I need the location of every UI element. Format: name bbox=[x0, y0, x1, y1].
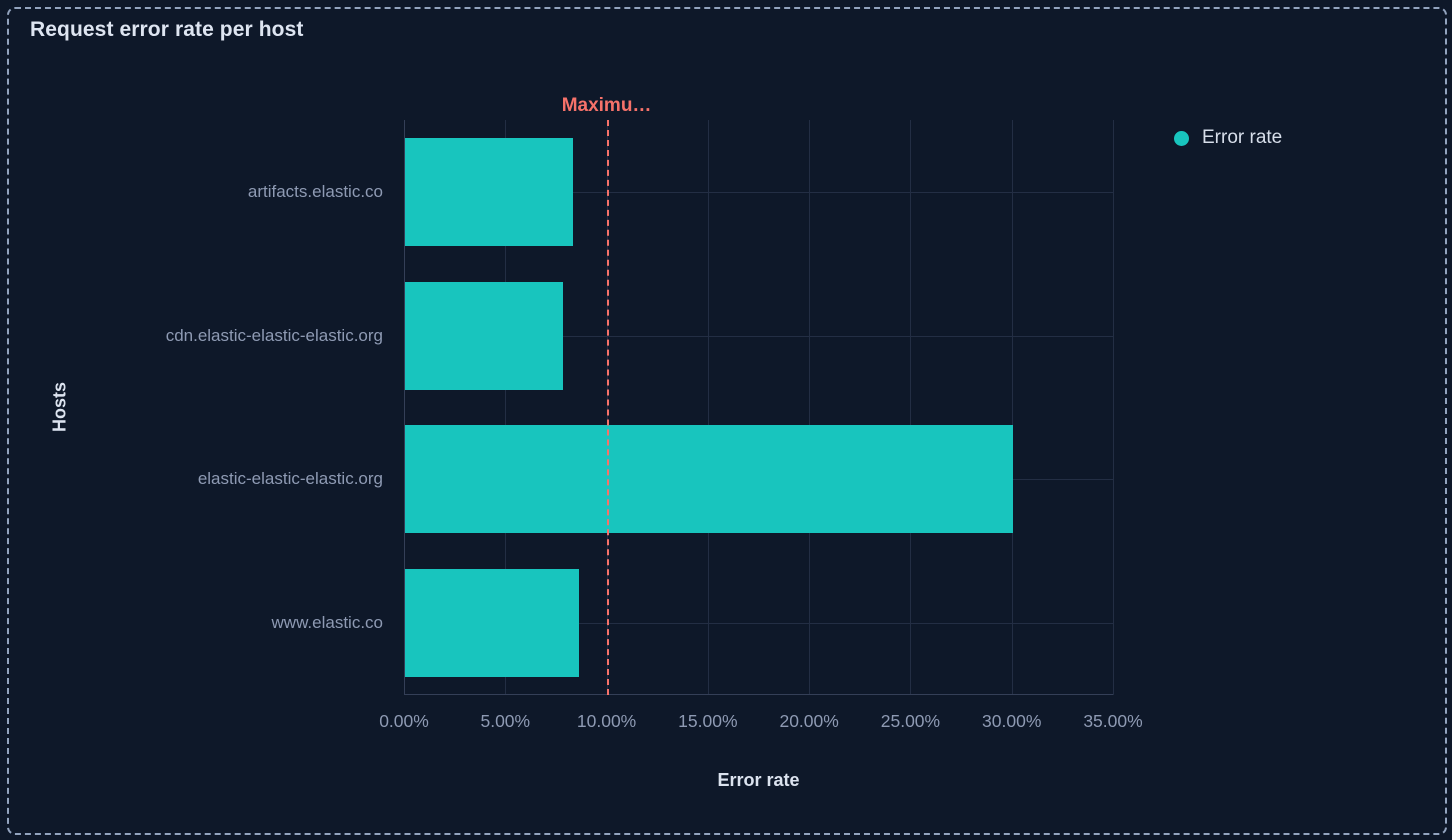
x-tick-label: 25.00% bbox=[880, 711, 941, 731]
x-tick-label: 10.00% bbox=[576, 711, 637, 731]
category-label: elastic-elastic-elastic.org bbox=[197, 469, 383, 489]
y-axis-line bbox=[404, 120, 405, 695]
bar-cdn.elastic-elastic-elastic.org[interactable] bbox=[405, 281, 563, 390]
vertical-gridline bbox=[1113, 120, 1114, 695]
x-axis-line bbox=[404, 694, 1113, 695]
legend-item-error-rate[interactable]: Error rate bbox=[1174, 127, 1282, 149]
horizontal-gridline bbox=[404, 623, 1113, 625]
x-axis-title: Error rate bbox=[717, 770, 800, 790]
threshold-line bbox=[606, 120, 609, 695]
bar-elastic-elastic-elastic.org[interactable] bbox=[405, 425, 1013, 534]
category-label: cdn.elastic-elastic-elastic.org bbox=[165, 325, 383, 345]
plot-area bbox=[404, 120, 1114, 695]
vertical-gridline bbox=[707, 120, 709, 695]
vertical-gridline bbox=[910, 120, 912, 695]
threshold-label: Maximu… bbox=[561, 95, 652, 116]
legend-series-dot-icon bbox=[1174, 130, 1189, 146]
panel-title: Request error rate per host bbox=[30, 18, 304, 41]
legend: Error rate bbox=[1174, 127, 1282, 149]
x-tick-label: 15.00% bbox=[678, 711, 738, 731]
bar-artifacts.elastic.co[interactable] bbox=[405, 137, 574, 246]
horizontal-gridline bbox=[404, 335, 1113, 337]
vertical-gridline bbox=[809, 120, 811, 695]
y-axis-title: Hosts bbox=[49, 381, 70, 433]
bar-www.elastic.co[interactable] bbox=[405, 569, 580, 678]
x-tick-label: 0.00% bbox=[379, 711, 429, 731]
x-tick-label: 30.00% bbox=[982, 711, 1042, 731]
vertical-gridline bbox=[505, 120, 507, 695]
category-label: www.elastic.co bbox=[271, 613, 383, 633]
category-label: artifacts.elastic.co bbox=[247, 181, 383, 201]
horizontal-gridline bbox=[404, 191, 1113, 193]
legend-item-label: Error rate bbox=[1202, 127, 1283, 148]
x-tick-label: 20.00% bbox=[779, 711, 839, 731]
x-tick-label: 5.00% bbox=[480, 711, 531, 731]
x-tick-label: 35.00% bbox=[1083, 711, 1143, 731]
vertical-gridline bbox=[1011, 120, 1013, 695]
